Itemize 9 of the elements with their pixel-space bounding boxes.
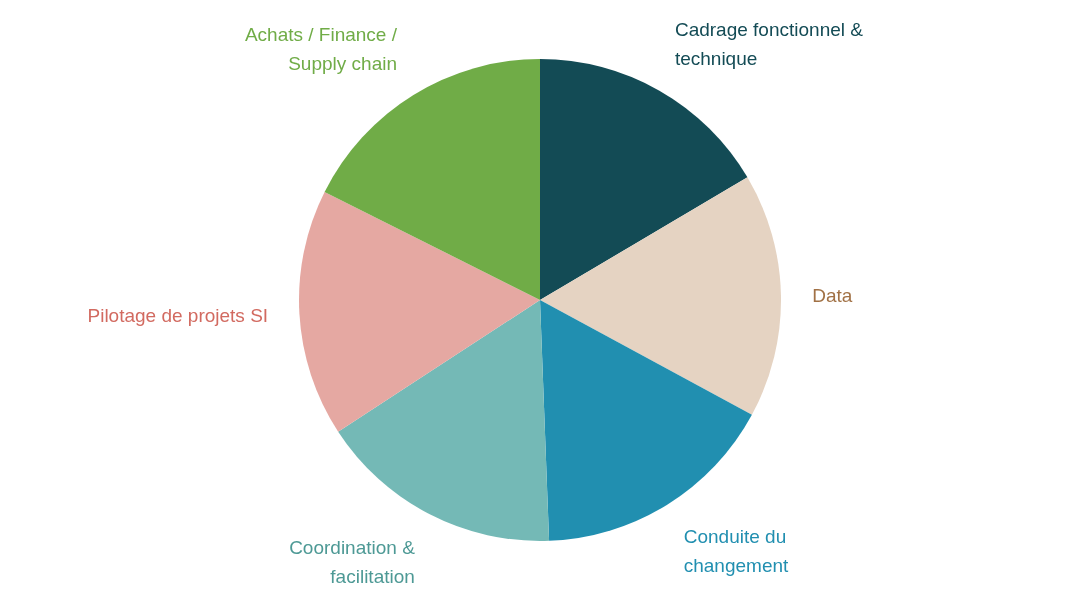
pie-slice (338, 300, 550, 541)
slice-label: Pilotage de projets SI (87, 305, 269, 327)
slice-label: Cadrage fonctionnel & technique (674, 19, 864, 70)
slice-label: Achats / Finance / Supply chain (244, 23, 398, 74)
slice-label: Coordination & facilitation (289, 536, 416, 587)
pie-slice (540, 177, 781, 415)
pie-slice (299, 191, 540, 432)
slice-label: Data (812, 284, 853, 306)
slice-label: Conduite du changement (683, 525, 790, 576)
